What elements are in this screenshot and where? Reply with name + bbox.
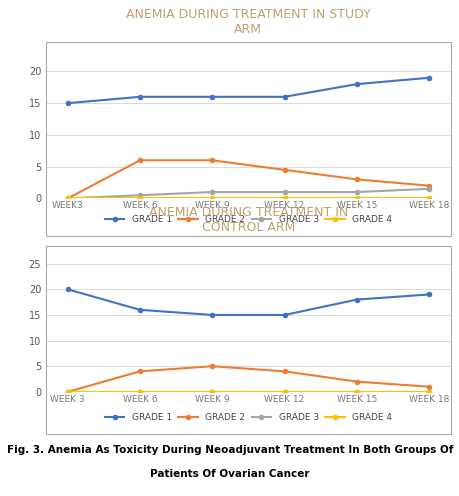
Title: ANEMIA DURING TREATMENT IN STUDY
ARM: ANEMIA DURING TREATMENT IN STUDY ARM: [126, 8, 370, 36]
Legend: GRADE 1, GRADE 2, GRADE 3, GRADE 4: GRADE 1, GRADE 2, GRADE 3, GRADE 4: [101, 211, 395, 228]
Title: ANEMIA DURING TREATMENT IN
CONTROL ARM: ANEMIA DURING TREATMENT IN CONTROL ARM: [148, 206, 347, 234]
Legend: GRADE 1, GRADE 2, GRADE 3, GRADE 4: GRADE 1, GRADE 2, GRADE 3, GRADE 4: [101, 410, 395, 426]
Text: Fig. 3. Anemia As Toxicity During Neoadjuvant Treatment In Both Groups Of: Fig. 3. Anemia As Toxicity During Neoadj…: [7, 445, 452, 455]
Text: Patients Of Ovarian Cancer: Patients Of Ovarian Cancer: [150, 469, 309, 479]
